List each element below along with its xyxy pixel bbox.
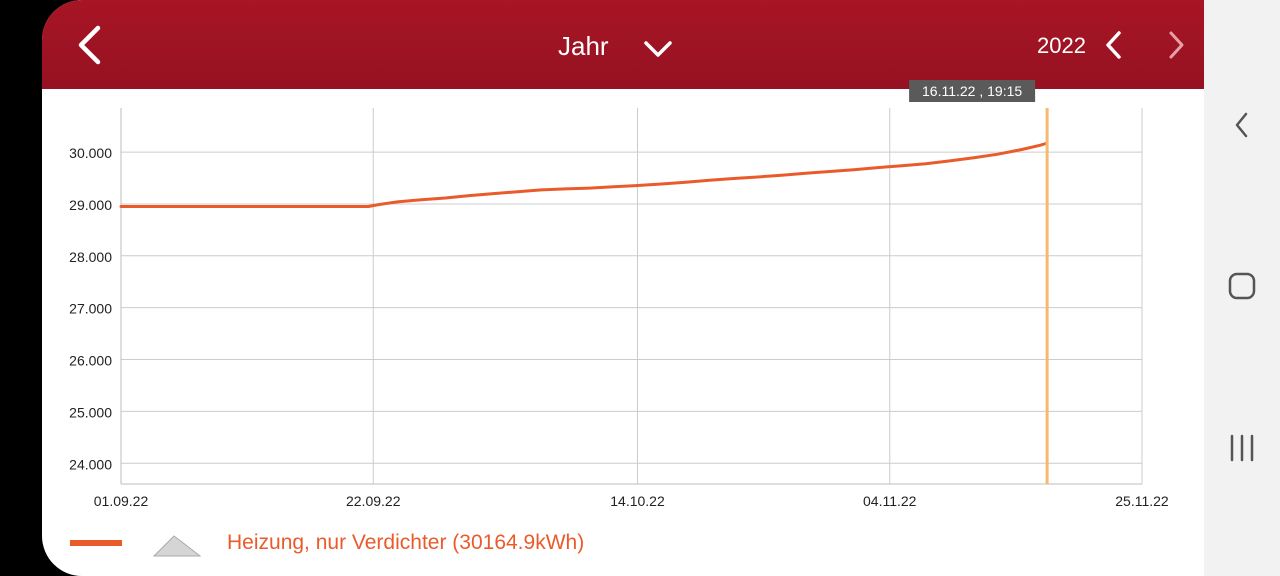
y-tick-label: 25.000 [69,404,112,420]
x-tick-label: 25.11.22 [1115,493,1169,509]
nav-recent-apps-button[interactable] [1222,428,1262,468]
x-tick-label: 01.09.22 [94,493,149,509]
nav-home-button[interactable] [1222,266,1262,306]
line-chart[interactable]: 24.000 25.000 26.000 27.000 28.000 29.000 30.0… [42,0,1204,520]
chevron-right-icon [1169,31,1184,59]
next-year-button[interactable] [1162,26,1190,64]
y-tick-label: 26.000 [69,353,112,369]
y-tick-label: 28.000 [69,249,112,265]
cursor-tooltip-box [909,80,1036,102]
chevron-down-icon [644,41,672,57]
x-tick-label: 14.10.22 [610,493,665,509]
chevron-left-icon [1235,112,1248,138]
app-header: Jahr 2022 [42,0,1204,89]
period-dropdown-button[interactable] [640,30,676,66]
y-tick-label: 30.000 [69,145,112,161]
y-tick-label: 24.000 [69,456,112,472]
chart-legend: Heizung, nur Verdichter (30164.9kWh) [42,520,1204,570]
period-title[interactable]: Jahr [558,31,609,61]
previous-year-button[interactable] [1100,26,1128,64]
x-tick-label: 22.09.22 [346,493,401,509]
mountain-icon[interactable] [152,532,202,558]
legend-label: Heizung, nur Verdichter (30164.9kWh) [227,531,585,554]
cursor-tooltip-label: 16.11.22 , 19:15 [922,83,1022,99]
legend-line-swatch[interactable] [70,540,122,546]
chevron-left-icon [78,25,101,65]
year-label: 2022 [1037,33,1086,58]
y-tick-label: 29.000 [69,197,112,213]
system-navigation-bar [1204,0,1280,576]
rounded-square-icon [1228,272,1256,300]
back-button[interactable] [64,20,114,70]
x-tick-label: 04.11.22 [863,493,917,509]
series-line [119,142,1048,208]
nav-back-button[interactable] [1222,105,1262,145]
app-window: Jahr 2022 24.000 25.000 26.000 27.000 28.000… [42,0,1204,576]
chevron-left-icon [1106,31,1121,59]
three-bars-icon [1230,434,1254,462]
y-tick-label: 27.000 [69,301,112,317]
